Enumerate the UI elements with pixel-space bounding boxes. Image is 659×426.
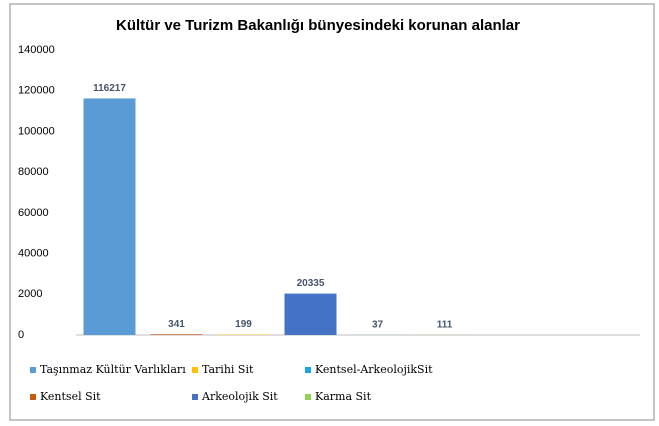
value-label: 116217 (93, 83, 126, 94)
value-label: 20335 (297, 278, 325, 289)
legend-label: Kentsel-ArkeolojikSit (315, 363, 433, 376)
y-tick-label: 80000 (18, 166, 49, 178)
legend-swatch (305, 367, 311, 373)
y-tick-label: 0 (18, 329, 24, 341)
legend-swatch (30, 367, 36, 373)
bar (284, 293, 337, 335)
legend-label: Arkeolojik Sit (201, 390, 278, 403)
legend-swatch (192, 367, 198, 373)
y-tick-label: 60000 (18, 207, 49, 219)
legend-label: Karma Sit (315, 390, 372, 403)
bar (83, 98, 136, 335)
value-label: 37 (372, 320, 384, 331)
y-tick-label: 40000 (18, 247, 49, 259)
y-tick-label: 2000 (18, 288, 42, 300)
bar (150, 334, 203, 335)
legend-label: Taşınmaz Kültür Varlıkları (40, 363, 186, 376)
legend-swatch (192, 394, 198, 400)
legend-label: Tarihi Sit (202, 363, 254, 376)
legend-swatch (30, 394, 36, 400)
y-tick-label: 120000 (18, 85, 55, 97)
legend-swatch (305, 394, 311, 400)
y-tick-label: 140000 (18, 44, 55, 56)
legend-label: Kentsel Sit (40, 390, 101, 403)
y-tick-label: 100000 (18, 125, 55, 137)
value-label: 341 (168, 319, 185, 330)
value-label: 111 (437, 319, 453, 330)
value-label: 199 (235, 319, 252, 330)
chart-title: Kültür ve Turizm Bakanlığı bünyesindeki … (116, 17, 520, 34)
